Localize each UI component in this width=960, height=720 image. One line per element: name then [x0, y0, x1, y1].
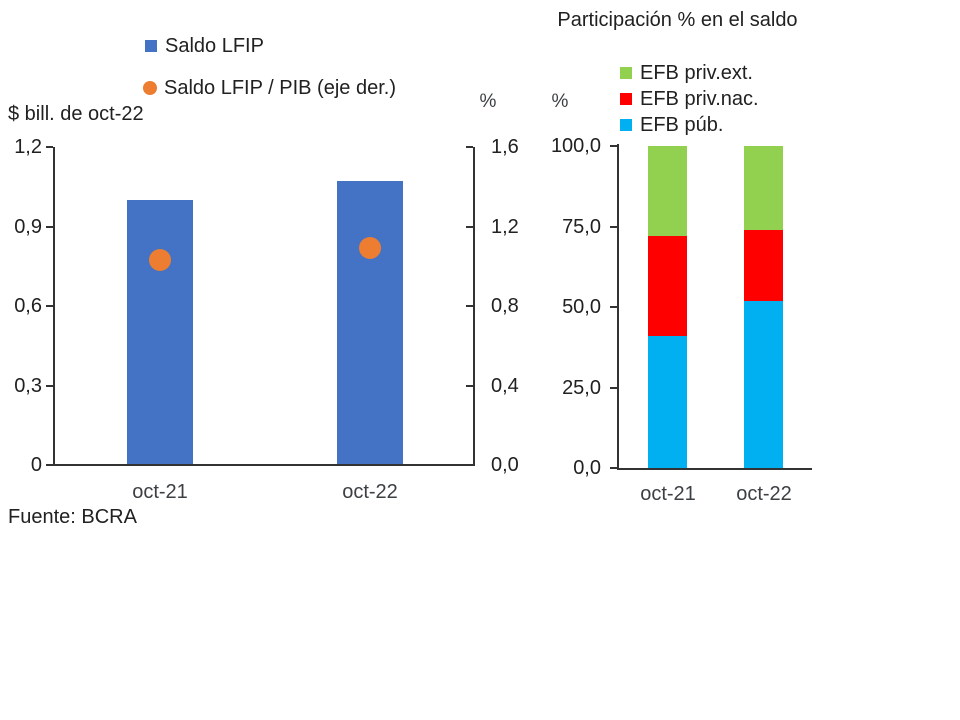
- dot-saldo-lfip-pib-oct-22: [359, 237, 381, 259]
- cyan-square-marker-icon: [620, 119, 632, 131]
- left-y-tick-label: 0: [30, 454, 42, 476]
- segment-efb-priv-nac--oct-21: [648, 236, 687, 336]
- y-tick: [610, 387, 617, 389]
- left-y-tick: [46, 226, 53, 228]
- right-y-tick: [466, 146, 473, 148]
- left-axis-title: $ bill. de oct-22: [8, 103, 144, 125]
- right-y-tick: [466, 464, 473, 466]
- left-axis-unit-percent: %: [551, 91, 569, 112]
- segment-efb-p-b--oct-21: [648, 336, 687, 468]
- left-y-tick: [46, 385, 53, 387]
- blue-square-marker-icon: [145, 40, 157, 52]
- right-y-tick-label: 0,8: [491, 295, 519, 317]
- x-axis: [53, 464, 475, 466]
- legend-item-saldo-lfip-pib: Saldo LFIP / PIB (eje der.): [143, 76, 396, 100]
- y-tick: [610, 226, 617, 228]
- legend-item-efb-pub: EFB púb.: [620, 113, 723, 137]
- source-note: Fuente: BCRA: [8, 506, 137, 528]
- right-y-tick-label: 1,6: [491, 136, 519, 158]
- participacion-chart-title: Participación % en el saldo: [557, 9, 798, 31]
- left-y-tick: [46, 146, 53, 148]
- left-y-tick: [46, 305, 53, 307]
- left-y-tick-label: 0,9: [14, 216, 42, 238]
- left-y-axis: [53, 147, 55, 466]
- right-y-tick-label: 1,2: [491, 216, 519, 238]
- x-tick-label-oct-21: oct-21: [640, 483, 696, 505]
- x-tick-label-oct-22: oct-22: [736, 483, 792, 505]
- legend-item-saldo-lfip: Saldo LFIP: [145, 34, 264, 58]
- y-axis: [617, 144, 619, 470]
- y-tick-label: 100,0: [550, 135, 601, 157]
- legend-label-saldo-lfip: Saldo LFIP: [165, 35, 264, 57]
- y-tick: [610, 145, 617, 147]
- right-y-tick-label: 0,4: [491, 375, 519, 397]
- x-axis: [617, 468, 812, 470]
- y-tick-label: 25,0: [562, 377, 601, 399]
- orange-circle-marker-icon: [143, 81, 157, 95]
- legend-label-efb-priv-nac: EFB priv.nac.: [640, 88, 759, 110]
- right-y-tick-label: 0,0: [491, 454, 519, 476]
- segment-efb-p-b--oct-22: [744, 301, 783, 468]
- segment-efb-priv-ext--oct-22: [744, 146, 783, 230]
- dot-saldo-lfip-pib-oct-21: [149, 249, 171, 271]
- legend-label-saldo-lfip-pib: Saldo LFIP / PIB (eje der.): [164, 77, 396, 99]
- red-square-marker-icon: [620, 93, 632, 105]
- segment-efb-priv-ext--oct-21: [648, 146, 687, 236]
- legend-item-efb-priv-nac: EFB priv.nac.: [620, 87, 759, 111]
- x-tick-label-oct-22: oct-22: [342, 481, 398, 503]
- right-y-tick: [466, 385, 473, 387]
- green-square-marker-icon: [620, 67, 632, 79]
- bar-saldo-lfip-oct-22: [337, 181, 403, 465]
- left-y-tick-label: 1,2: [14, 136, 42, 158]
- right-axis-unit-percent: %: [479, 91, 497, 112]
- segment-efb-priv-nac--oct-22: [744, 230, 783, 301]
- y-tick-label: 0,0: [573, 457, 601, 479]
- legend-label-efb-priv-ext: EFB priv.ext.: [640, 62, 753, 84]
- left-y-tick-label: 0,6: [14, 295, 42, 317]
- y-tick-label: 75,0: [562, 216, 601, 238]
- legend-label-efb-pub: EFB púb.: [640, 114, 724, 136]
- y-tick-label: 50,0: [562, 296, 601, 318]
- y-tick: [610, 467, 617, 469]
- left-y-tick: [46, 464, 53, 466]
- right-y-tick: [466, 226, 473, 228]
- x-tick-label-oct-21: oct-21: [132, 481, 188, 503]
- y-tick: [610, 306, 617, 308]
- legend-item-efb-priv-ext: EFB priv.ext.: [620, 61, 753, 85]
- bar-saldo-lfip-oct-21: [127, 200, 193, 465]
- right-y-tick: [466, 305, 473, 307]
- left-y-tick-label: 0,3: [14, 375, 42, 397]
- right-y-axis: [473, 147, 475, 466]
